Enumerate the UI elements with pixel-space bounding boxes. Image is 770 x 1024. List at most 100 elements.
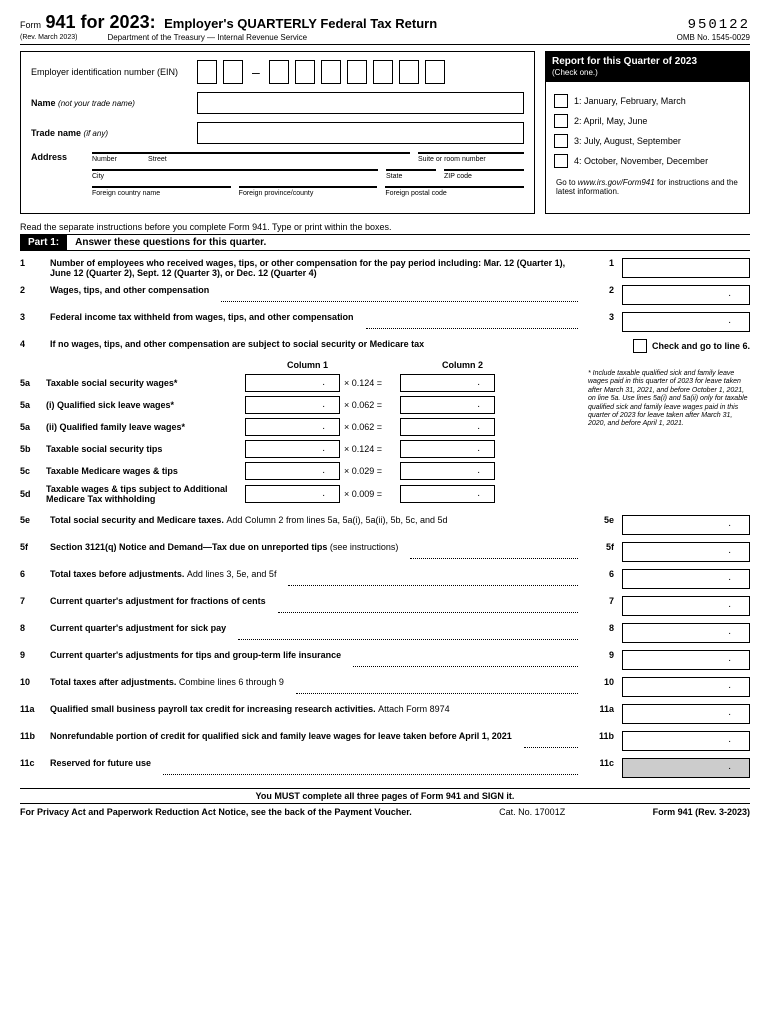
line5e-amount[interactable]: . (622, 515, 750, 535)
column-headers: Column 1Column 2 (20, 360, 750, 370)
l5a-col1[interactable]: . (245, 374, 340, 392)
l5d-col1[interactable]: . (245, 485, 340, 503)
addr-number-label: Number (92, 156, 117, 163)
ln8: 8 (20, 623, 42, 633)
l5b-col1[interactable]: . (245, 440, 340, 458)
quarter-check-2[interactable] (554, 114, 568, 128)
ein-digit[interactable] (347, 60, 367, 84)
line10-amount[interactable]: . (622, 677, 750, 697)
l5ai-col2[interactable]: . (400, 396, 495, 414)
l5d-col2[interactable]: . (400, 485, 495, 503)
line4-check[interactable] (633, 339, 647, 353)
part1-text: Answer these questions for this quarter. (75, 237, 266, 248)
quarter-check-4[interactable] (554, 154, 568, 168)
trade-input[interactable] (197, 122, 524, 144)
line6-amount[interactable]: . (622, 569, 750, 589)
form-title: 941 for 2023: (46, 12, 156, 32)
ln11ar: 11a (590, 704, 614, 714)
addr-suite-input[interactable] (418, 152, 524, 154)
addr-city-input[interactable] (92, 169, 378, 171)
addr-state-input[interactable] (386, 169, 436, 171)
line7-amount[interactable]: . (622, 596, 750, 616)
privacy-notice: For Privacy Act and Paperwork Reduction … (20, 807, 412, 817)
line9-text: Current quarter's adjustments for tips a… (50, 650, 341, 660)
footer-bottom: For Privacy Act and Paperwork Reduction … (20, 807, 750, 817)
dots (366, 328, 578, 329)
line7-text: Current quarter's adjustment for fractio… (50, 596, 266, 606)
line1-text: Number of employees who received wages, … (50, 258, 582, 278)
line11a-amount[interactable]: . (622, 704, 750, 724)
ein-digit[interactable] (295, 60, 315, 84)
addr-fprov-input[interactable] (239, 186, 378, 188)
ein-digit[interactable] (425, 60, 445, 84)
ln5er: 5e (590, 515, 614, 525)
line10-sub: Combine lines 6 through 9 (179, 677, 284, 687)
line3-amount[interactable]: . (622, 312, 750, 332)
addr-fcountry-label: Foreign country name (92, 190, 231, 197)
ln5d: 5d (20, 489, 42, 499)
ln5ai: 5a (20, 400, 42, 410)
ln5a: 5a (20, 378, 42, 388)
quarter-check-3[interactable] (554, 134, 568, 148)
employer-box: Employer identification number (EIN) – N… (20, 51, 535, 214)
line4-check-label: Check and go to line 6. (652, 341, 750, 351)
l5aii-col1[interactable]: . (245, 418, 340, 436)
mult-009: × 0.009 = (344, 489, 396, 499)
line11b-amount[interactable]: . (622, 731, 750, 751)
dots (353, 666, 578, 667)
line5ai-text: (i) Qualified sick leave wages* (46, 400, 241, 410)
form-stamp: 950122 (677, 17, 750, 33)
line5-footnote: * Include taxable qualified sick and fam… (582, 370, 750, 508)
omb-number: OMB No. 1545-0029 (677, 33, 750, 42)
name-input[interactable] (197, 92, 524, 114)
ein-digit[interactable] (197, 60, 217, 84)
line4-text: If no wages, tips, and other compensatio… (50, 339, 424, 349)
line5b-text: Taxable social security tips (46, 444, 241, 454)
name-label: Name (31, 98, 56, 108)
form-header: Form 941 for 2023: Employer's QUARTERLY … (20, 12, 750, 45)
line3-text: Federal income tax withheld from wages, … (50, 312, 354, 322)
line5f-amount[interactable]: . (622, 542, 750, 562)
l5c-col2[interactable]: . (400, 462, 495, 480)
ln10r: 10 (590, 677, 614, 687)
dots (238, 639, 578, 640)
l5b-col2[interactable]: . (400, 440, 495, 458)
l5ai-col1[interactable]: . (245, 396, 340, 414)
addr-state-label: State (386, 173, 436, 180)
ein-digit[interactable] (321, 60, 341, 84)
ein-digit[interactable] (399, 60, 419, 84)
l5a-col2[interactable]: . (400, 374, 495, 392)
dots (524, 747, 578, 748)
addr-fcountry-input[interactable] (92, 186, 231, 188)
ln7r: 7 (590, 596, 614, 606)
form-word: Form (20, 20, 41, 30)
ein-digit[interactable] (223, 60, 243, 84)
line8-amount[interactable]: . (622, 623, 750, 643)
line8-text: Current quarter's adjustment for sick pa… (50, 623, 226, 633)
ln3r: 3 (590, 312, 614, 322)
quarter-check-1[interactable] (554, 94, 568, 108)
addr-zip-input[interactable] (444, 169, 524, 171)
line9-amount[interactable]: . (622, 650, 750, 670)
quarter-opt-3: 3: July, August, September (574, 136, 681, 146)
instructions-text: Read the separate instructions before yo… (20, 222, 750, 232)
l5aii-col2[interactable]: . (400, 418, 495, 436)
ln6: 6 (20, 569, 42, 579)
ln5aii: 5a (20, 422, 42, 432)
ein-digit[interactable] (373, 60, 393, 84)
ein-digit[interactable] (269, 60, 289, 84)
line1-amount[interactable] (622, 258, 750, 278)
quarter-box: Report for this Quarter of 2023(Check on… (545, 51, 750, 214)
name-note: (not your trade name) (58, 99, 135, 108)
ln9: 9 (20, 650, 42, 660)
ln5b: 5b (20, 444, 42, 454)
l5c-col1[interactable]: . (245, 462, 340, 480)
ln9r: 9 (590, 650, 614, 660)
addr-fpostal-input[interactable] (385, 186, 524, 188)
line11b-text: Nonrefundable portion of credit for qual… (50, 731, 512, 741)
ln8r: 8 (590, 623, 614, 633)
form-footer: Form 941 (Rev. 3-2023) (653, 807, 750, 817)
line2-amount[interactable]: . (622, 285, 750, 305)
mult-062: × 0.062 = (344, 400, 396, 410)
addr-street-input[interactable] (92, 152, 410, 154)
